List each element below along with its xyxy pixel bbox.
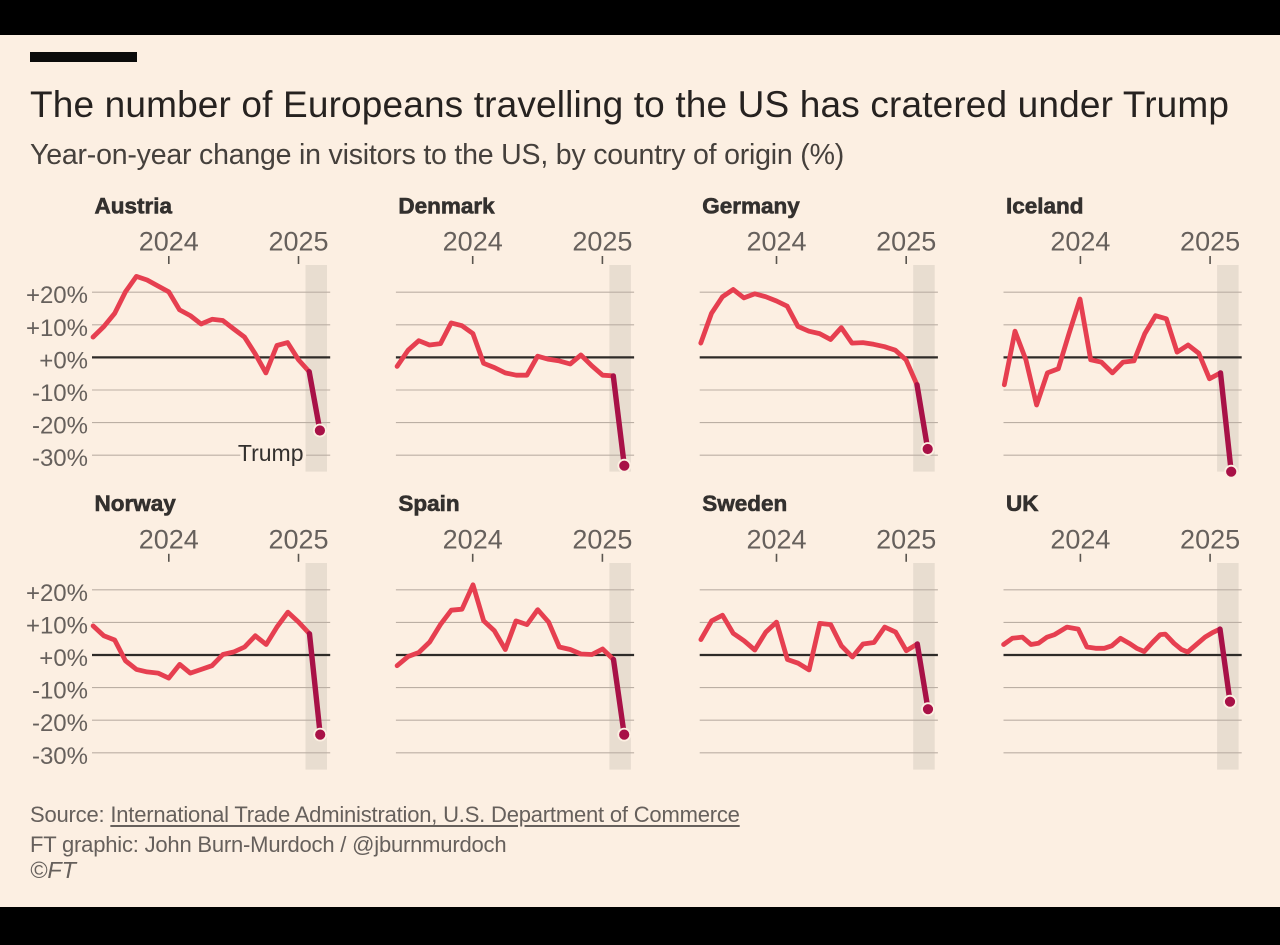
svg-text:2024: 2024 xyxy=(746,525,806,555)
svg-text:2024: 2024 xyxy=(1050,227,1110,257)
svg-text:2025: 2025 xyxy=(572,227,632,257)
svg-text:2024: 2024 xyxy=(443,525,503,555)
svg-text:2025: 2025 xyxy=(876,525,936,555)
svg-text:Trump: Trump xyxy=(238,440,304,466)
svg-text:-30%: -30% xyxy=(32,743,88,770)
svg-text:Sweden: Sweden xyxy=(702,491,787,516)
svg-text:+0%: +0% xyxy=(39,645,88,672)
svg-text:-10%: -10% xyxy=(32,380,88,407)
svg-text:2024: 2024 xyxy=(443,227,503,257)
svg-text:Iceland: Iceland xyxy=(1006,193,1084,218)
svg-text:2024: 2024 xyxy=(1050,525,1110,555)
svg-text:-30%: -30% xyxy=(32,445,88,472)
svg-text:Norway: Norway xyxy=(95,491,177,516)
svg-text:-10%: -10% xyxy=(32,678,88,705)
svg-text:2025: 2025 xyxy=(876,227,936,257)
svg-text:Austria: Austria xyxy=(95,193,173,218)
svg-text:2024: 2024 xyxy=(139,227,199,257)
svg-text:+10%: +10% xyxy=(26,315,88,342)
svg-text:UK: UK xyxy=(1006,491,1039,516)
svg-text:-20%: -20% xyxy=(32,413,88,440)
svg-text:+20%: +20% xyxy=(26,580,88,607)
svg-text:2025: 2025 xyxy=(268,525,328,555)
svg-text:+20%: +20% xyxy=(26,282,88,309)
svg-text:2025: 2025 xyxy=(1180,525,1240,555)
svg-text:2024: 2024 xyxy=(746,227,806,257)
svg-text:Germany: Germany xyxy=(702,193,800,218)
svg-text:+0%: +0% xyxy=(39,347,88,374)
svg-text:2025: 2025 xyxy=(572,525,632,555)
svg-text:+10%: +10% xyxy=(26,612,88,639)
svg-text:2024: 2024 xyxy=(139,525,199,555)
svg-text:2025: 2025 xyxy=(268,227,328,257)
svg-text:2025: 2025 xyxy=(1180,227,1240,257)
svg-text:-20%: -20% xyxy=(32,710,88,737)
svg-text:Denmark: Denmark xyxy=(398,193,495,218)
svg-text:Spain: Spain xyxy=(398,491,459,516)
